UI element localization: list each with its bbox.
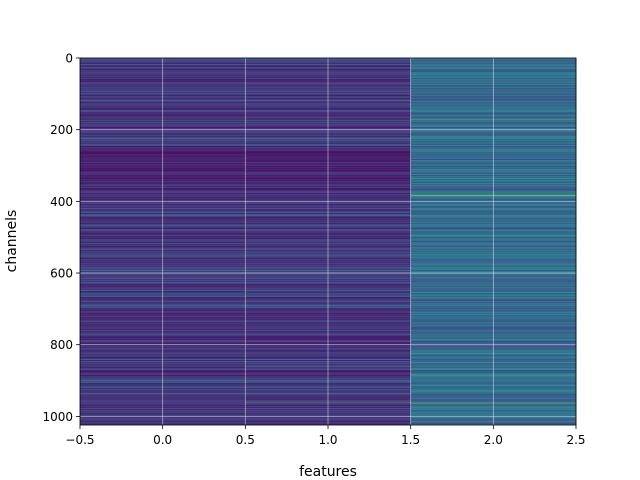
x-tick-label: 0.0 [153, 433, 172, 447]
y-tick-label: 600 [50, 267, 73, 281]
x-tick-label: 1.5 [401, 433, 420, 447]
x-axis-ticks: −0.5 0.0 0.5 1.0 1.5 2.0 2.5 [65, 425, 586, 447]
y-tick-label: 800 [50, 338, 73, 352]
x-tick-label: 2.5 [566, 433, 585, 447]
y-tick-label: 1000 [42, 410, 73, 424]
y-tick-label: 200 [50, 123, 73, 137]
y-tick-label: 0 [65, 52, 73, 66]
x-axis-label: features [299, 464, 357, 480]
x-tick-label: 0.5 [236, 433, 255, 447]
x-tick-label: 2.0 [484, 433, 503, 447]
y-axis-label: channels [4, 210, 20, 273]
x-tick-label: 1.0 [318, 433, 337, 447]
y-tick-label: 400 [50, 195, 73, 209]
y-axis-ticks: 0 200 400 600 800 1000 [42, 52, 80, 424]
x-tick-label: −0.5 [65, 433, 94, 447]
